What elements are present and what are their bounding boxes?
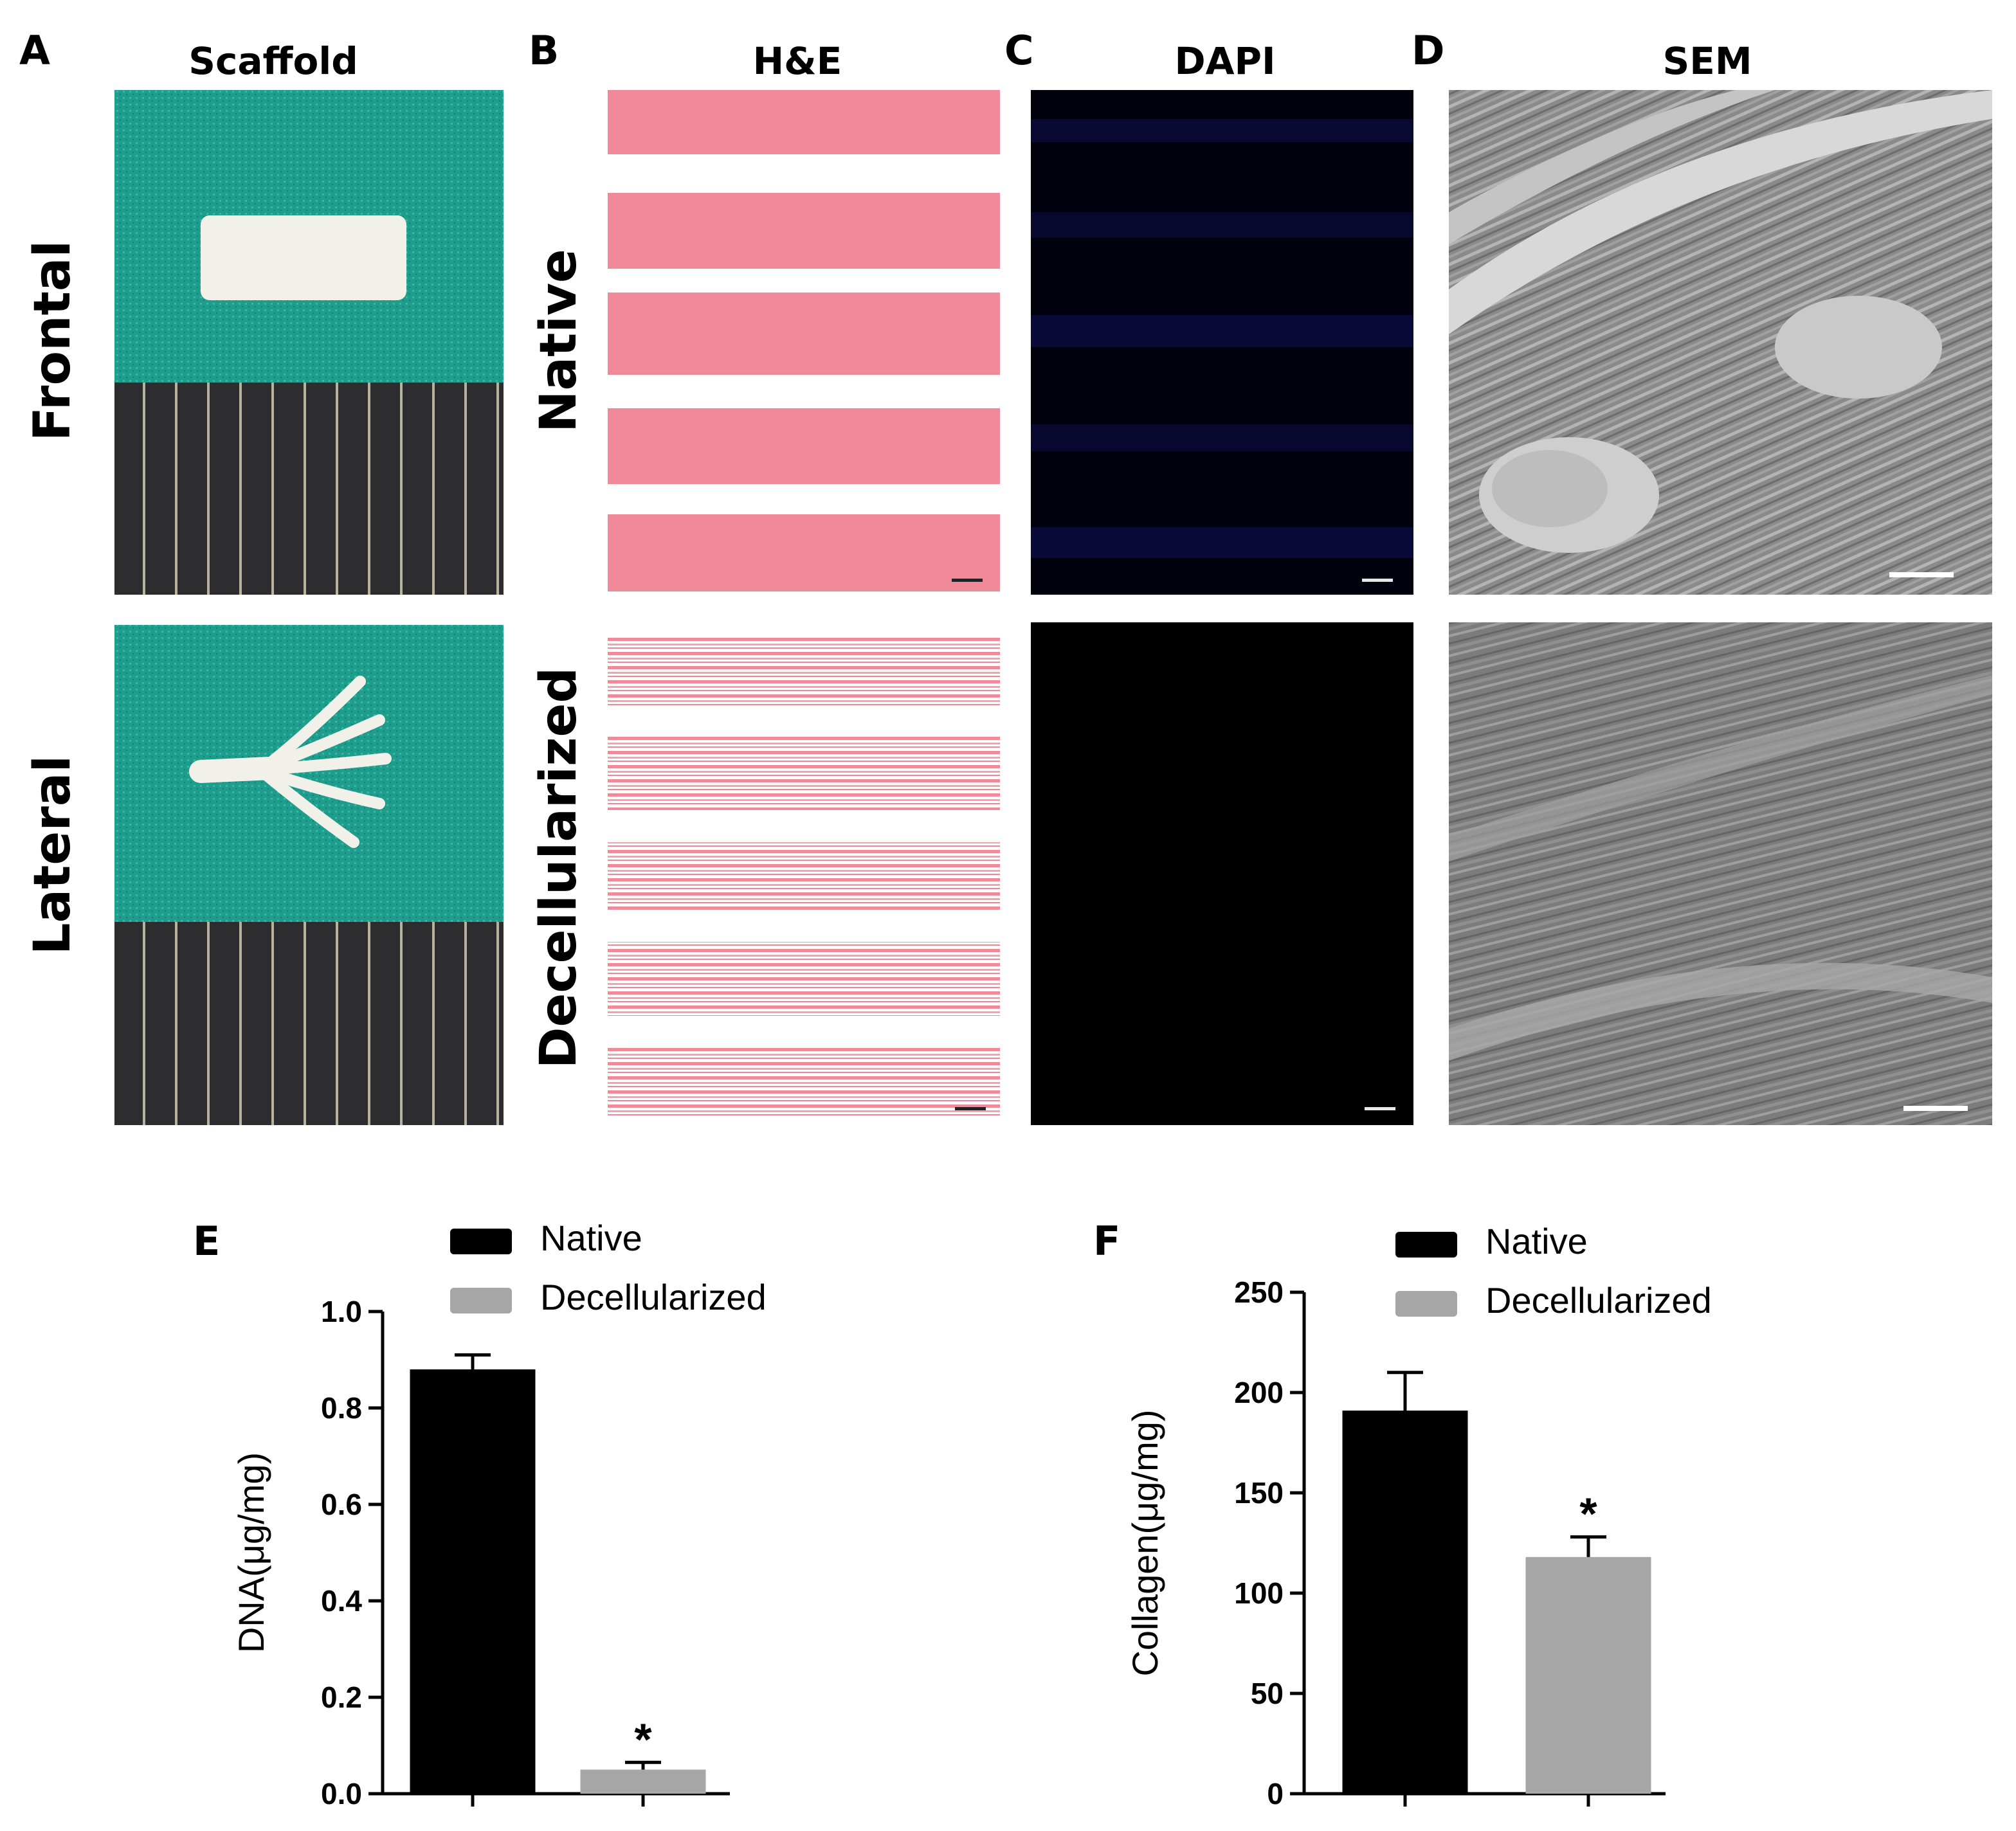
chart-e-y-tick-label: 0.4	[321, 1584, 362, 1618]
scaffold-lateral-photo	[114, 625, 504, 1125]
dapi-native-image	[1031, 90, 1413, 595]
chart-f-y-tick-label: 150	[1234, 1476, 1284, 1510]
row-label-frontal: Frontal	[24, 240, 82, 442]
panel-e-letter: E	[193, 1218, 220, 1265]
panel-a-title: Scaffold	[188, 39, 358, 83]
row-label-native: Native	[530, 249, 588, 433]
panel-c-letter: C	[1004, 27, 1034, 74]
chart-e: 0.0 0.2 0.4 0.6 0.8 1.0 DNA(μg/mg) * Native Decel…	[231, 1218, 767, 1810]
chart-e-y-tick-label: 0.0	[321, 1777, 362, 1810]
chart-e-legend-swatch-decellularized	[450, 1288, 512, 1313]
chart-f-legend-label: Decellularized	[1485, 1280, 1712, 1321]
chart-f: 0 50 100 150 200 250 Collagen(μg/mg) * Native Dec…	[1125, 1221, 1712, 1810]
chart-f-y-axis-label: Collagen(μg/mg)	[1125, 1409, 1165, 1676]
chart-e-y-tick-label: 0.2	[321, 1681, 362, 1714]
chart-f-y-tick-label: 0	[1267, 1777, 1284, 1810]
chart-e-y-tick-label: 0.6	[321, 1488, 362, 1521]
sem-decellularized-image	[1449, 622, 1992, 1125]
chart-e-significance-marker: *	[634, 1714, 652, 1764]
chart-f-y-tick-label: 250	[1234, 1276, 1284, 1309]
chart-f-bar-decellularized	[1525, 1556, 1651, 1794]
panel-d-letter: D	[1412, 27, 1444, 74]
chart-e-bar-native	[410, 1369, 536, 1794]
chart-e-legend-label: Decellularized	[540, 1277, 767, 1317]
chart-f-y-tick-label: 200	[1234, 1376, 1284, 1409]
chart-f-legend-swatch-decellularized	[1395, 1291, 1457, 1317]
chart-f-significance-marker: *	[1579, 1489, 1597, 1539]
chart-f-y-tick-label: 100	[1234, 1576, 1284, 1610]
chart-e-legend-swatch-native	[450, 1229, 512, 1254]
he-decellularized-image	[608, 631, 1000, 1125]
row-label-decellularized: Decellularized	[530, 667, 588, 1069]
chart-f-legend-swatch-native	[1395, 1232, 1457, 1258]
panel-c-title: DAPI	[1174, 39, 1275, 83]
chart-f-legend-label: Native	[1485, 1221, 1588, 1261]
chart-e-y-tick-label: 0.8	[321, 1391, 362, 1425]
chart-e-bar-decellularized	[580, 1769, 706, 1794]
chart-f-y-tick-label: 50	[1251, 1677, 1284, 1710]
dapi-decellularized-image	[1031, 622, 1413, 1125]
chart-f-bar-native	[1342, 1411, 1468, 1794]
panel-f-letter: F	[1093, 1218, 1120, 1265]
row-label-lateral: Lateral	[24, 755, 82, 955]
he-native-image	[608, 90, 1000, 595]
panel-b-title: H&E	[753, 39, 842, 83]
chart-e-legend-label: Native	[540, 1218, 642, 1258]
panel-b-letter: B	[529, 27, 559, 74]
chart-e-y-tick-label: 1.0	[321, 1295, 362, 1328]
panel-a-letter: A	[19, 27, 50, 74]
scaffold-frontal-photo	[114, 90, 504, 595]
panel-d-title: SEM	[1662, 39, 1752, 83]
sem-native-image	[1449, 90, 1992, 595]
chart-e-y-axis-label: DNA(μg/mg)	[231, 1452, 271, 1653]
